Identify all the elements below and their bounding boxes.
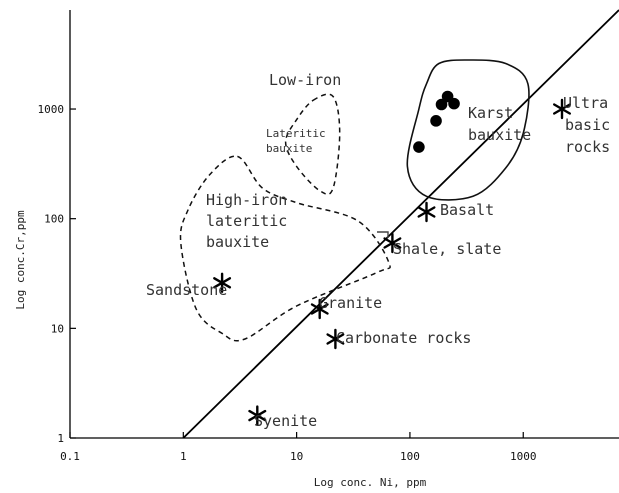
y-tick-label-10: 10 <box>51 322 64 335</box>
field-high-iron-lateritic-bauxite <box>179 155 391 342</box>
field-low-iron-lateritic-bauxite <box>284 93 341 196</box>
label-sandstone: Sandstone <box>146 281 227 299</box>
bauxite-sample-points <box>413 90 460 153</box>
y-tick-label-100: 100 <box>44 213 64 226</box>
label-shale-slate: Shale, slate <box>393 240 501 258</box>
label-karst-bauxite: bauxite <box>468 126 531 144</box>
rock-marker-sandstone <box>213 272 232 293</box>
x-axis-label: Log conc. Ni, ppm <box>314 476 427 489</box>
rock-marker-granite <box>310 298 329 320</box>
label-lateritic-bauxite: bauxite <box>266 142 312 155</box>
bauxite-fields <box>179 59 530 342</box>
label-rocks: rocks <box>565 138 610 156</box>
field-karst-bauxite <box>406 59 530 201</box>
label-high-iron-lateritic: lateritic <box>206 212 287 230</box>
label-karst: Karst <box>468 104 513 122</box>
label-syenite: Syenite <box>254 412 317 430</box>
y-tick-label-1000: 1000 <box>38 103 65 116</box>
x-tick-label-1000: 1000 <box>510 450 537 463</box>
label-basic: basic <box>565 116 610 134</box>
karst-bauxite-point-2 <box>430 115 442 127</box>
label-basalt: Basalt <box>440 201 494 219</box>
shale-tick-mark <box>377 231 389 238</box>
label-high-iron: High-iron <box>206 191 287 209</box>
karst-bauxite-point-3 <box>435 98 448 111</box>
y-tick-label-1: 1 <box>57 432 64 445</box>
rock-marker-ultra-basic-rocks <box>553 98 571 120</box>
y-tick-labels: 1 10 100 1000 <box>38 103 65 445</box>
x-tick-label-10: 10 <box>290 450 303 463</box>
label-ultra: Ultra <box>563 94 608 112</box>
rock-marker-shale-slate <box>383 232 402 254</box>
karst-bauxite-point-5 <box>448 97 460 110</box>
label-low-iron: Low-iron <box>269 71 341 89</box>
x-tick-label-100: 100 <box>400 450 420 463</box>
karst-bauxite-point-1 <box>413 141 425 153</box>
rock-marker-carbonate-rocks <box>326 328 345 350</box>
trend-line <box>182 9 619 439</box>
x-tick-label-0.1: 0.1 <box>60 450 80 463</box>
rock-marker-basalt <box>417 201 436 223</box>
label-high-iron-bauxite: bauxite <box>206 233 269 251</box>
rock-marker-syenite <box>248 405 267 426</box>
x-tick-label-1: 1 <box>180 450 187 463</box>
rock-points <box>213 98 571 426</box>
x-tick-labels: 0.1 1 10 100 1000 <box>60 450 536 463</box>
label-granite: Granite <box>319 294 382 312</box>
label-lateritic: Lateritic <box>266 127 326 140</box>
axis-ticks <box>69 108 524 439</box>
label-carbonate-rocks: Carbonate rocks <box>336 329 471 347</box>
y-axis-label: Log conc.Cr,ppm <box>14 210 27 310</box>
